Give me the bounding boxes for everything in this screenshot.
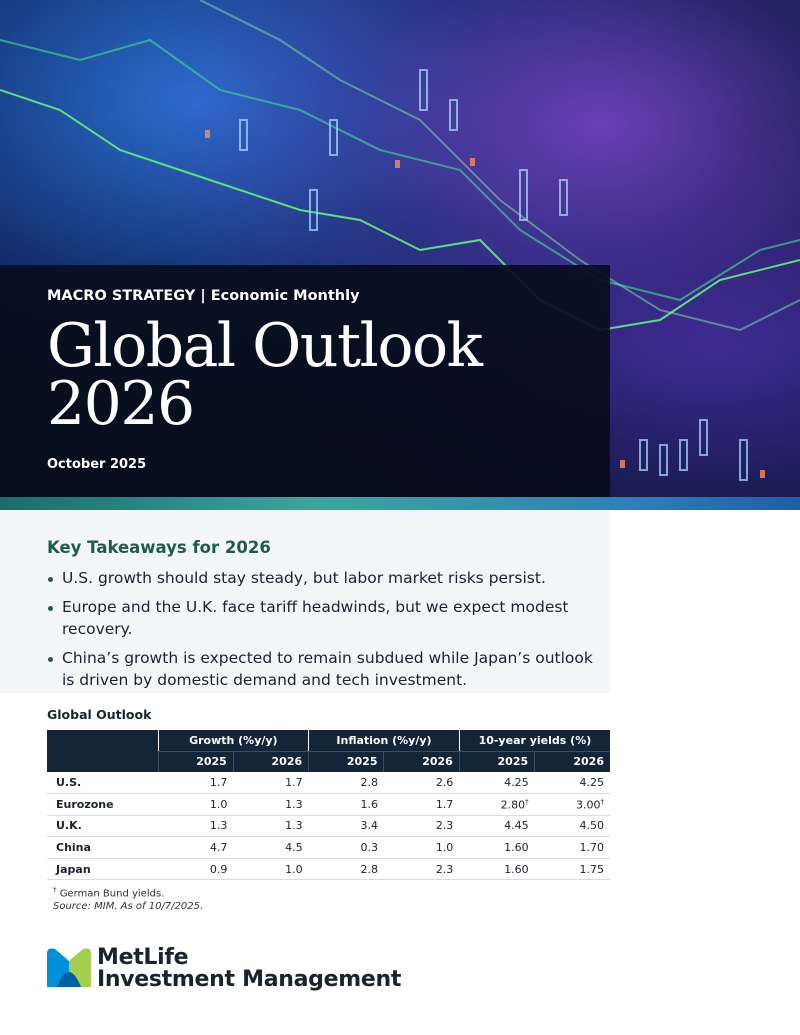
table-cell: 0.9: [158, 858, 234, 881]
table-cell: 4.5: [233, 836, 309, 859]
table-cell: 2.6: [383, 772, 460, 795]
table-cell: 1.0: [158, 793, 234, 816]
group-header: Growth (%y/y): [157, 730, 309, 752]
year-header: 2025: [157, 751, 234, 772]
table-cell: 1.7: [383, 793, 460, 816]
logo: MetLife Investment Management: [47, 945, 401, 993]
year-header: 2026: [232, 751, 309, 772]
table-cell: 3.4: [308, 815, 384, 838]
table-cell: 1.3: [233, 793, 309, 816]
footnote-mark: †: [53, 886, 57, 894]
source: Source: MIM. As of 10/7/2025.: [53, 901, 204, 912]
hero-art: [0, 0, 800, 481]
takeaways-list: U.S. growth should stay steady, but labo…: [47, 567, 602, 698]
table-cell: 2.3: [383, 815, 460, 838]
year-header: 2026: [534, 751, 610, 772]
table-row: China 4.7 4.5 0.3 1.0 1.60 1.70: [47, 836, 610, 859]
row-label: Japan: [47, 858, 158, 881]
table-cell: 2.3: [383, 858, 460, 881]
table-cell: 4.50: [534, 815, 610, 838]
footnote-text: German Bund yields.: [59, 888, 165, 900]
row-label: U.K.: [47, 815, 158, 838]
table-row: Eurozone 1.0 1.3 1.6 1.7 2.80† 3.00†: [47, 793, 610, 816]
accent-strip: [0, 497, 800, 510]
table-cell: 2.8: [308, 858, 384, 881]
table-cell: 2.80†: [459, 793, 535, 816]
table-cell: 1.0: [383, 836, 460, 859]
table-cell: 1.7: [233, 772, 309, 795]
table-cell: 1.3: [233, 815, 309, 838]
table-title: Global Outlook: [47, 707, 152, 722]
title-line: 2026: [47, 369, 195, 439]
group-header: 10-year yields (%): [458, 730, 610, 752]
table-cell: 1.7: [158, 772, 234, 795]
takeaways: Key Takeaways for 2026 U.S. growth shoul…: [0, 510, 610, 693]
cell-value: 3.00: [576, 798, 601, 812]
outlook-table: Growth (%y/y) Inflation (%y/y) 10-year yie…: [47, 730, 610, 881]
cell-note: †: [525, 797, 529, 806]
table-cell: 4.25: [534, 772, 610, 795]
series-label: MACRO STRATEGY | Economic Monthly: [47, 288, 360, 304]
row-label: U.S.: [47, 772, 158, 795]
row-label: Eurozone: [47, 793, 158, 816]
table-cell: 4.45: [459, 815, 535, 838]
year-header: 2025: [458, 751, 535, 772]
group-header: Inflation (%y/y): [308, 730, 460, 752]
date: October 2025: [47, 457, 147, 472]
title-line: Global Outlook: [47, 311, 483, 381]
table-cell: 1.6: [308, 793, 384, 816]
table-cell: 0.3: [308, 836, 384, 859]
cell-value: 2.80: [500, 798, 526, 812]
table-row: U.S. 1.7 1.7 2.8 2.6 4.25 4.25: [47, 772, 610, 795]
title: Global Outlook 2026: [47, 311, 483, 439]
takeaway: China’s growth is expected to remain sub…: [47, 647, 602, 691]
table-cell: 4.25: [459, 772, 535, 795]
table-cell: 1.3: [158, 815, 234, 838]
logo-line: Investment Management: [97, 967, 402, 992]
cell-note: †: [600, 797, 605, 806]
title-panel: MACRO STRATEGY | Economic Monthly Global…: [0, 265, 610, 497]
footnote: † German Bund yields.: [53, 886, 164, 899]
takeaway: Europe and the U.K. face tariff headwind…: [47, 596, 602, 640]
row-label: China: [47, 836, 158, 859]
table-cell: 1.75: [534, 858, 610, 881]
table-cell: 1.60: [459, 836, 535, 859]
header-blank: [47, 730, 158, 751]
table-cell: 1.70: [534, 836, 610, 859]
logo-line: MetLife: [97, 945, 189, 970]
table-cell: 4.7: [158, 836, 234, 859]
year-header: 2025: [308, 751, 384, 772]
table-row: U.K. 1.3 1.3 3.4 2.3 4.45 4.50: [47, 815, 610, 838]
table-cell: 3.00†: [534, 793, 610, 816]
table-cell: 1.60: [459, 858, 535, 881]
header-blank: [47, 751, 158, 772]
table-cell: 2.8: [308, 772, 384, 795]
year-header: 2026: [383, 751, 460, 772]
takeaway: U.S. growth should stay steady, but labo…: [47, 567, 602, 589]
takeaways-title: Key Takeaways for 2026: [47, 538, 271, 557]
table-cell: 1.0: [233, 858, 309, 881]
logo-icon: [47, 948, 91, 987]
table-row: Japan 0.9 1.0 2.8 2.3 1.60 1.75: [47, 858, 610, 881]
